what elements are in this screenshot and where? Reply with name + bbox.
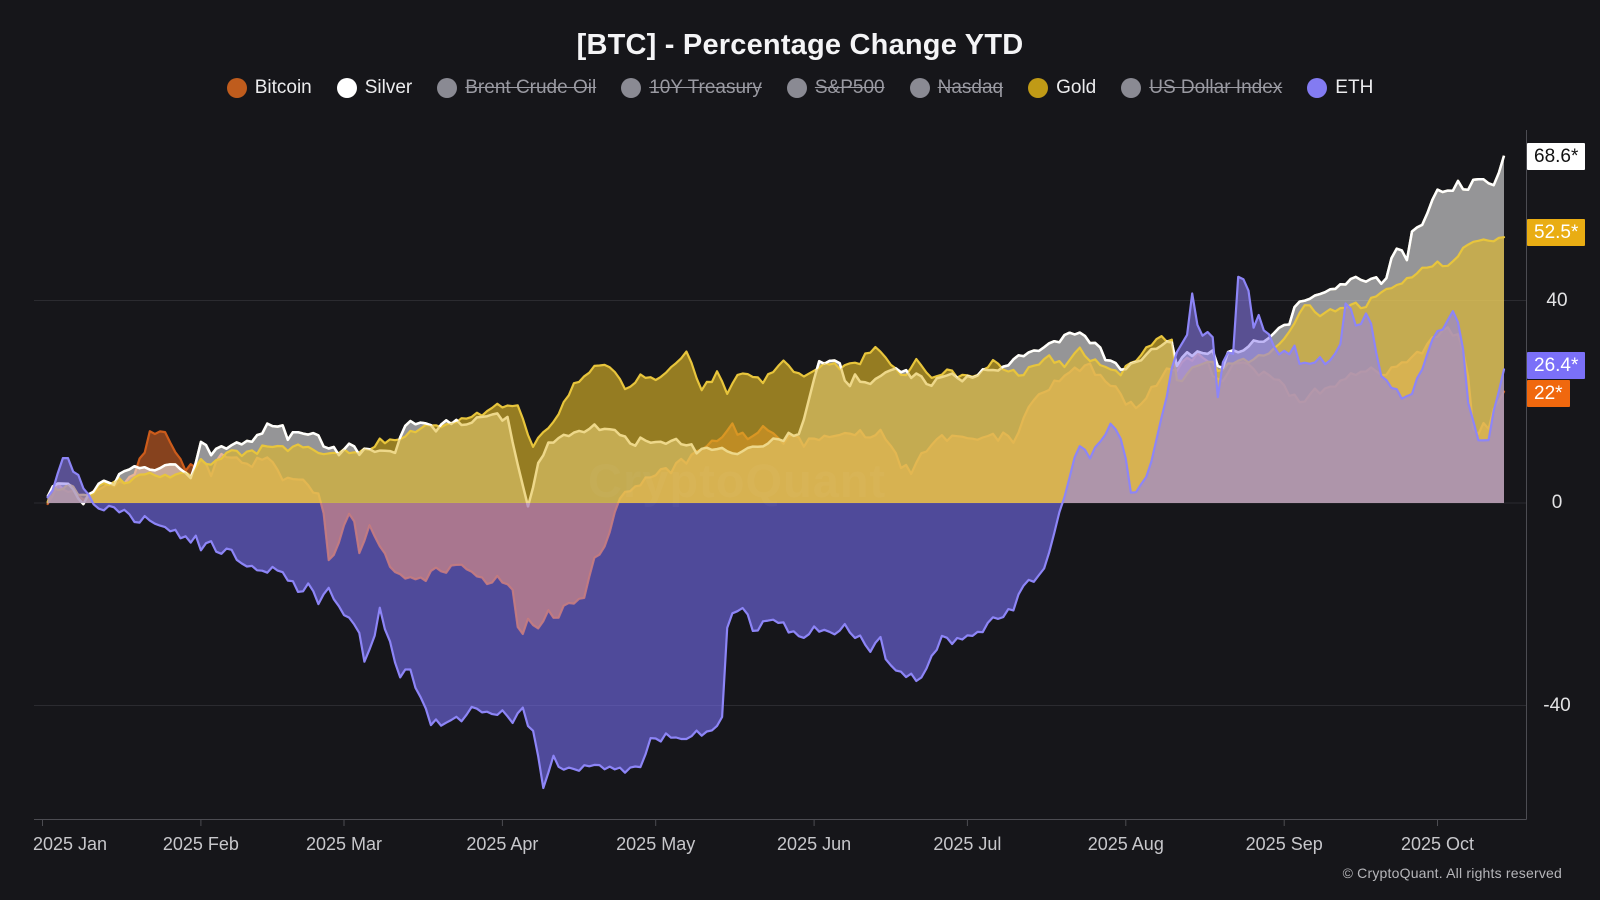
svg-text:2025 Feb: 2025 Feb [163, 834, 239, 854]
svg-text:2025 Oct: 2025 Oct [1401, 834, 1474, 854]
svg-text:2025 Sep: 2025 Sep [1246, 834, 1323, 854]
svg-text:CryptoQuant: CryptoQuant [588, 454, 886, 507]
svg-text:2025 Mar: 2025 Mar [306, 834, 382, 854]
svg-text:2025 Jul: 2025 Jul [933, 834, 1001, 854]
svg-text:2025 May: 2025 May [616, 834, 695, 854]
svg-text:2025 Apr: 2025 Apr [466, 834, 538, 854]
svg-text:2025 Jun: 2025 Jun [777, 834, 851, 854]
svg-text:2025 Jan: 2025 Jan [33, 834, 107, 854]
svg-text:2025 Aug: 2025 Aug [1088, 834, 1164, 854]
